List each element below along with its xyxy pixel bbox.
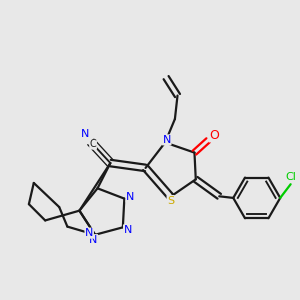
Text: N: N [126,192,134,202]
Text: N: N [85,228,93,238]
Text: Cl: Cl [285,172,296,182]
Text: N: N [163,135,171,145]
Text: N: N [89,235,98,245]
Text: O: O [209,129,219,142]
Text: N: N [124,225,132,235]
Text: S: S [167,196,174,206]
Text: C: C [90,139,97,149]
Text: N: N [81,129,89,139]
